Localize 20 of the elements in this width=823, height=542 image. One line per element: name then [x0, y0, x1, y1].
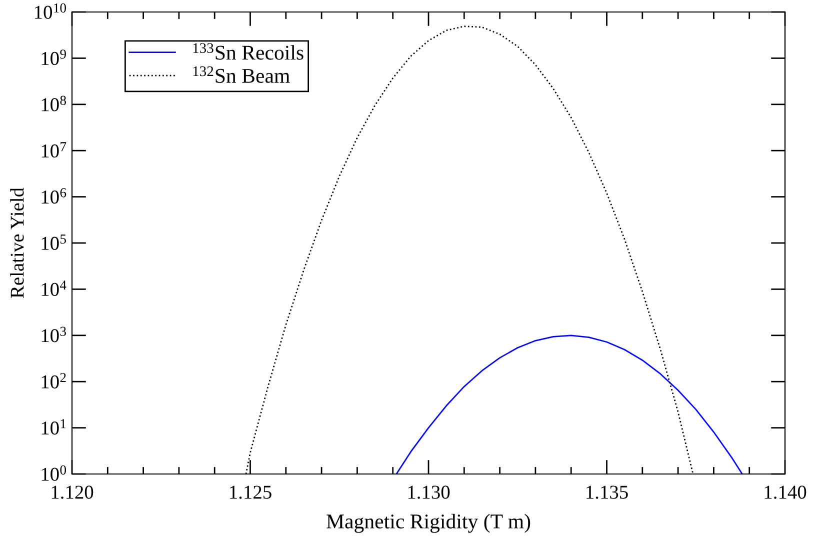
x-tick-label: 1.125: [230, 486, 272, 499]
y-tick-label: 10$^{2}$: [42, 372, 66, 388]
y-tick-label: 10$^{0}$: [42, 465, 66, 481]
y-tick-label: 10$^{3}$: [42, 326, 66, 342]
y-tick-label: 10$^{10}$: [35, 3, 66, 19]
y-tick-label: 10$^{9}$: [42, 50, 66, 66]
legend-label: $^{133}$Sn Recoils: [193, 43, 304, 60]
x-tick-label: 1.120: [52, 486, 94, 499]
y-tick-label: 10$^{1}$: [42, 419, 66, 435]
y-tick-label: 10$^{7}$: [42, 142, 66, 158]
x-axis-title: Magnetic Rigidity (T m): [326, 514, 530, 533]
legend-label: $^{132}$Sn Beam: [193, 66, 290, 83]
y-tick-label: 10$^{4}$: [42, 280, 66, 296]
x-tick-label: 1.130: [408, 486, 450, 499]
x-tick-label: 1.140: [764, 486, 806, 499]
y-tick-label: 10$^{8}$: [42, 96, 66, 112]
x-tick-label: 1.135: [586, 486, 628, 499]
y-axis-title: Relative Yield: [10, 188, 24, 298]
y-tick-label: 10$^{6}$: [42, 188, 66, 204]
y-tick-label: 10$^{5}$: [42, 234, 66, 250]
